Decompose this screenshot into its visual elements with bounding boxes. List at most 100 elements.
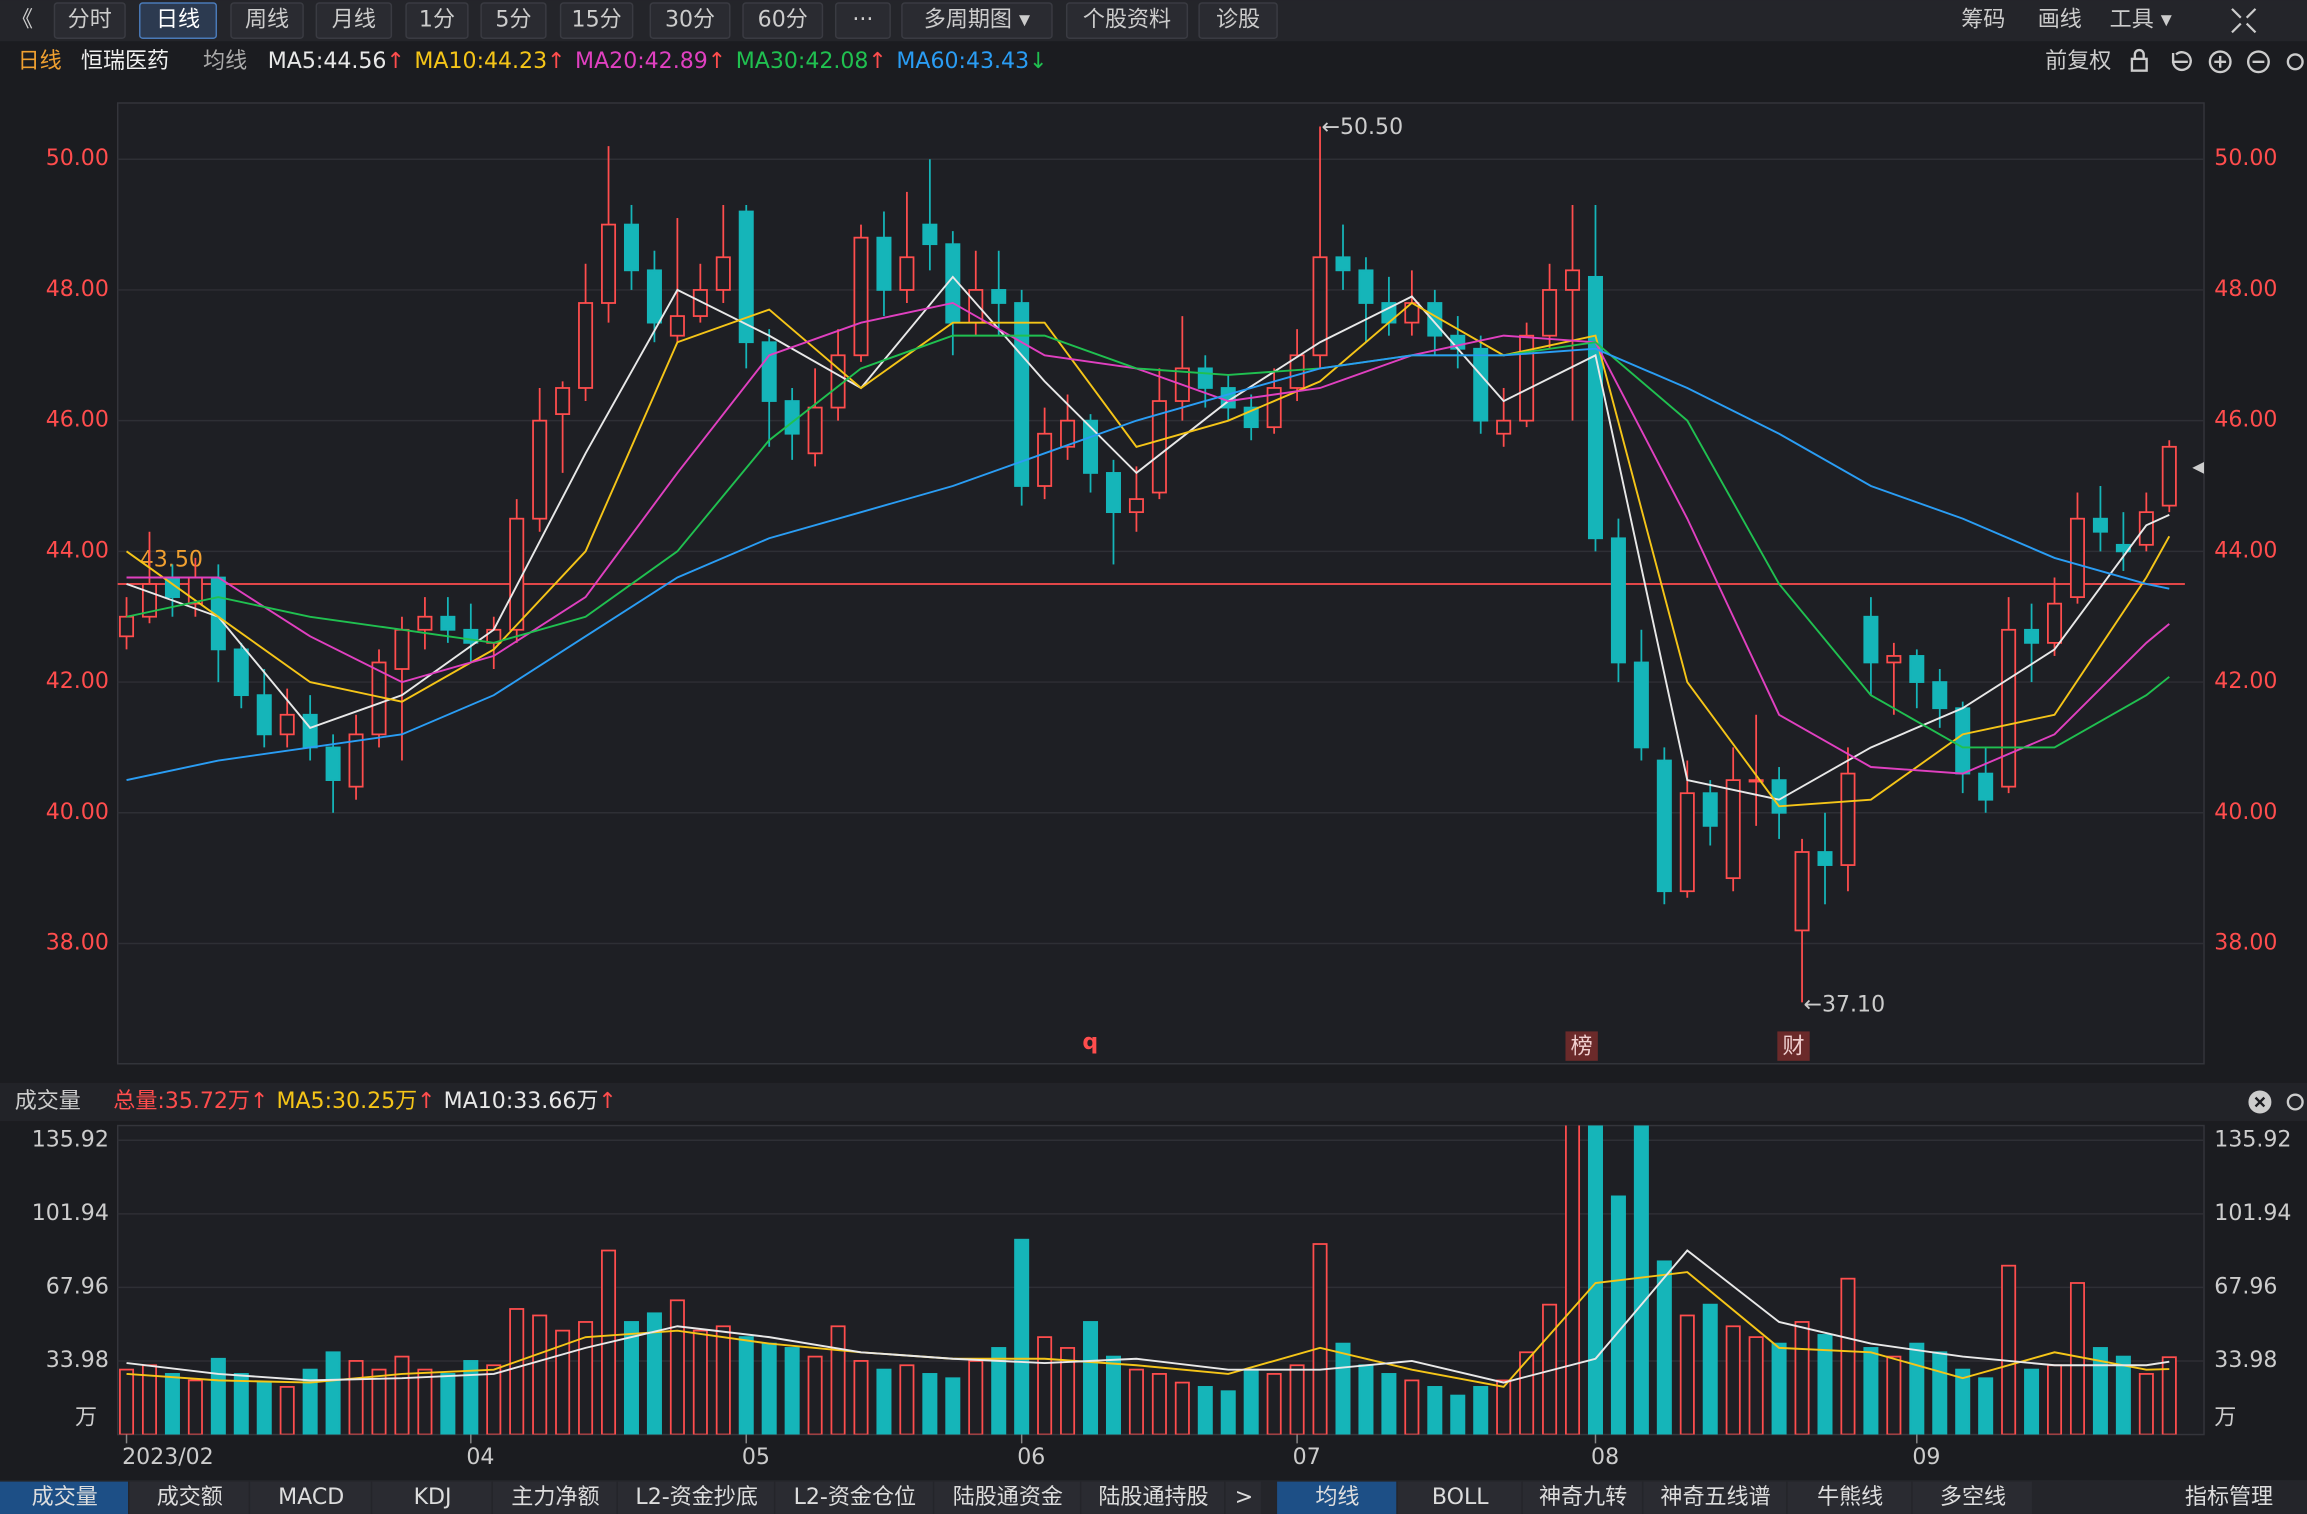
tab-label[interactable]: BOLL [1432, 1485, 1489, 1510]
tab[interactable] [1643, 1481, 1787, 1514]
tab-label[interactable]: 多空线 [1940, 1485, 2006, 1510]
toolbar-button[interactable] [1065, 2, 1189, 40]
tab-label[interactable]: KDJ [414, 1485, 452, 1510]
ma-legend-arrow: ↑ [708, 49, 726, 74]
tab[interactable] [934, 1481, 1080, 1514]
tab[interactable] [1397, 1481, 1522, 1514]
tab[interactable] [617, 1481, 774, 1514]
ma-legend: MA10:44.23 [414, 49, 547, 74]
toolbar-button-label[interactable]: 分时 [68, 8, 112, 33]
tab[interactable] [129, 1481, 249, 1514]
tab[interactable] [250, 1481, 371, 1514]
toolbar-button[interactable] [1198, 2, 1278, 40]
volume-bar [1610, 1195, 1626, 1435]
volume-legend-arrow: ↑ [250, 1089, 268, 1114]
toolbar-button[interactable] [405, 2, 469, 40]
volume-bar [164, 1373, 180, 1435]
candle-body [2001, 628, 2017, 788]
candle-body [807, 406, 823, 455]
tab-label[interactable]: L2-资金仓位 [794, 1485, 916, 1510]
toolbar-button-label[interactable]: 月线 [332, 8, 376, 33]
tab-label[interactable]: 均线 [1315, 1485, 1359, 1510]
tab[interactable] [0, 1481, 129, 1514]
toolbar-button-label[interactable]: ··· [852, 8, 873, 33]
volume-bar [1060, 1347, 1076, 1435]
candle-body [1932, 681, 1948, 710]
fullscreen-icon[interactable] [2231, 8, 2257, 34]
tab-label[interactable]: 神奇五线谱 [1660, 1485, 1770, 1510]
volume-bar [1174, 1381, 1190, 1435]
tab-label[interactable]: 陆股通持股 [1098, 1485, 1208, 1510]
toolbar-button[interactable] [315, 2, 393, 40]
tab[interactable] [775, 1481, 933, 1514]
volume-icons[interactable] [2248, 1090, 2304, 1114]
tab[interactable] [492, 1481, 617, 1514]
toolbar-button[interactable] [53, 2, 126, 40]
candle-body [1955, 707, 1971, 775]
toolbar-right[interactable]: 工具 ▾ [2110, 8, 2172, 33]
adjust-button[interactable]: 前复权 [2045, 49, 2111, 74]
toolbar-right[interactable]: 画线 [2038, 8, 2082, 33]
tab[interactable] [1277, 1481, 1397, 1514]
tab[interactable] [1081, 1481, 1225, 1514]
toolbar-button[interactable] [230, 2, 304, 40]
event-marker[interactable]: q [1082, 1030, 1098, 1055]
event-marker[interactable]: 榜 [1571, 1035, 1593, 1060]
tab-label[interactable]: 陆股通资金 [953, 1485, 1063, 1510]
toolbar-button[interactable] [834, 2, 891, 40]
volume-bar [2161, 1356, 2177, 1435]
tab[interactable] [372, 1481, 492, 1514]
toolbar-button-label[interactable]: 多周期图 ▾ [924, 8, 1030, 33]
tab-label[interactable]: L2-资金抄底 [635, 1485, 757, 1510]
event-marker[interactable]: 财 [1782, 1035, 1804, 1060]
ma-line [126, 301, 2170, 775]
tab-label[interactable]: 成交额 [157, 1485, 223, 1510]
candle-body [1794, 851, 1810, 932]
tab[interactable] [1912, 1481, 2032, 1514]
tab-manage[interactable]: 指标管理 [2185, 1485, 2273, 1510]
tab[interactable] [1225, 1481, 1261, 1514]
toolbar-button-label[interactable]: 5分 [495, 8, 531, 33]
tab-label[interactable]: 成交量 [32, 1485, 98, 1510]
toolbar-button[interactable] [559, 2, 634, 40]
tab-label[interactable]: 牛熊线 [1817, 1485, 1883, 1510]
toolbar-button-label[interactable]: 1分 [419, 8, 455, 33]
volume-bar [1886, 1355, 1902, 1435]
volume-bar [646, 1312, 662, 1435]
candle-body [256, 694, 272, 736]
volume-legend-arrow: ↑ [417, 1089, 435, 1114]
y-tick-label-right: 46.00 [2214, 408, 2277, 433]
toolbar-button-label[interactable]: 个股资料 [1083, 8, 1171, 33]
toolbar-button-label[interactable]: 诊股 [1216, 8, 1260, 33]
volume-bar [1771, 1342, 1787, 1435]
tab-label[interactable]: 神奇九转 [1539, 1485, 1627, 1510]
header-icons[interactable] [2130, 48, 2304, 74]
toolbar-button[interactable] [649, 2, 731, 40]
toolbar-button[interactable] [480, 2, 547, 40]
ma-line [126, 347, 2170, 782]
toolbar-button-label[interactable]: 周线 [245, 8, 289, 33]
tab[interactable] [1522, 1481, 1642, 1514]
tab-label[interactable]: MACD [278, 1485, 344, 1510]
candle-body [1633, 661, 1649, 749]
back-button[interactable]: 《 [11, 8, 33, 33]
toolbar-button-label[interactable]: 15分 [572, 8, 622, 33]
toolbar-button-label[interactable]: 30分 [665, 8, 715, 33]
candle-body [119, 615, 135, 638]
volume-unit: 万 [75, 1405, 97, 1430]
tab[interactable] [1787, 1481, 1912, 1514]
volume-header-bg [0, 1082, 2307, 1122]
toolbar-button-label[interactable]: 日线 [156, 8, 200, 33]
toolbar-button-label[interactable]: 60分 [758, 8, 808, 33]
candle-body [2024, 628, 2040, 644]
volume-bar [187, 1379, 203, 1435]
tab-label[interactable]: 主力净额 [511, 1485, 599, 1510]
event-badge [1565, 1031, 1598, 1061]
toolbar-button[interactable] [742, 2, 824, 40]
toolbar-button[interactable] [901, 2, 1053, 40]
volume-legend: MA10:33.66万 [444, 1089, 599, 1114]
candle-body [669, 315, 685, 337]
toolbar-right[interactable]: 筹码 [1961, 8, 2005, 33]
tab-label[interactable]: > [1235, 1485, 1253, 1510]
toolbar-button[interactable] [139, 2, 218, 40]
